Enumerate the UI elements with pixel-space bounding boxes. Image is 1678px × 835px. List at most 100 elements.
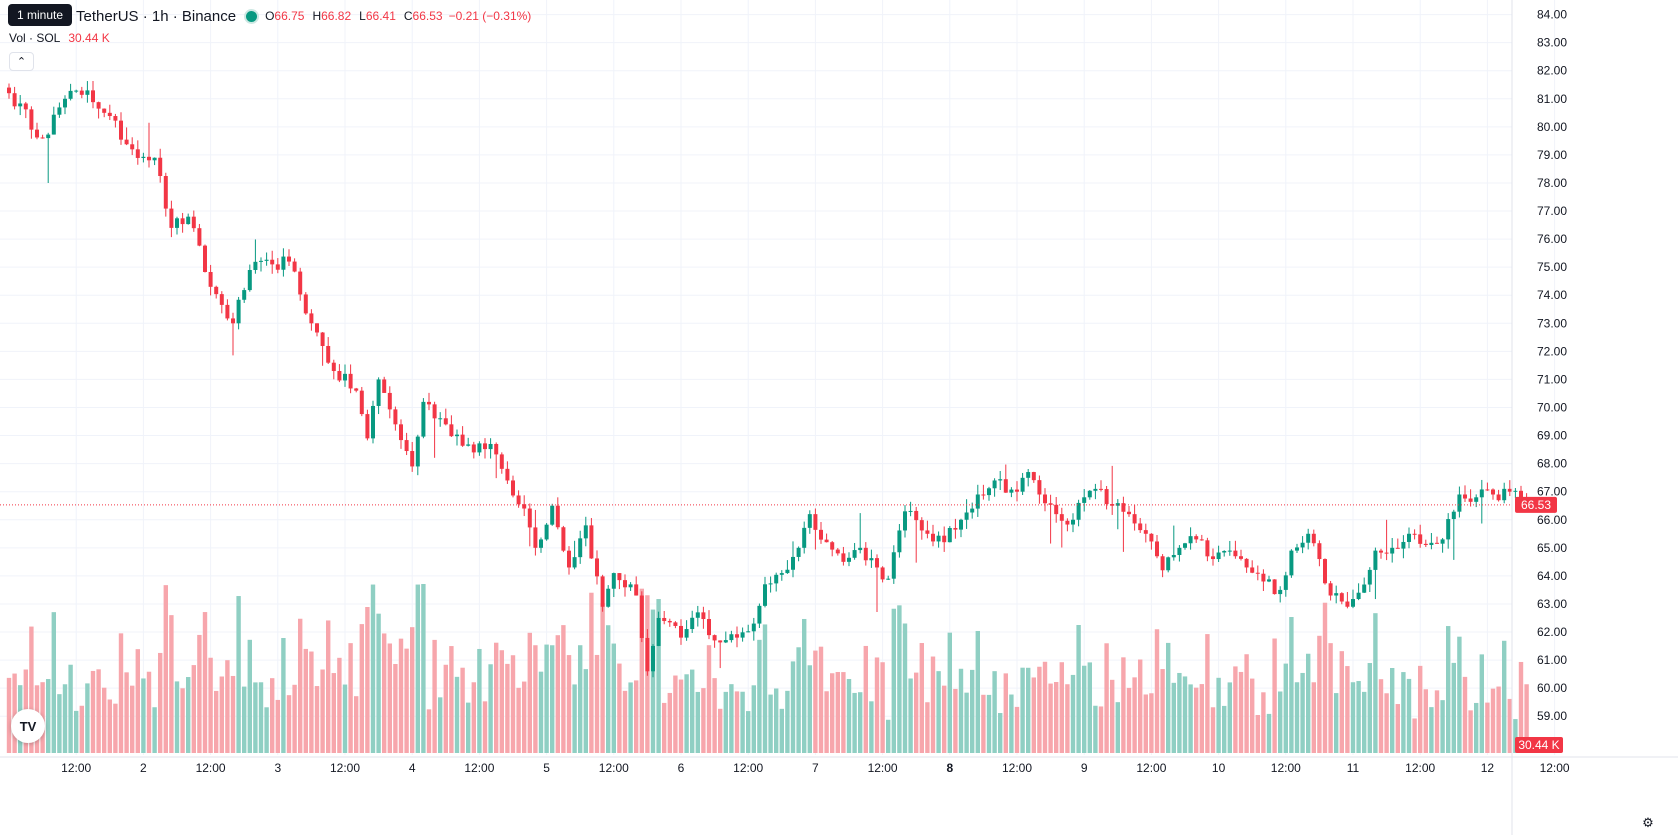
volume-bar xyxy=(852,692,857,753)
volume-bar xyxy=(1406,678,1412,753)
volume-bar xyxy=(589,592,594,753)
volume-bar xyxy=(68,664,73,753)
volume-bar xyxy=(348,643,353,753)
collapse-legend-button[interactable]: ⌃ xyxy=(9,52,34,71)
candle-body xyxy=(656,617,661,646)
candle-body xyxy=(1132,514,1137,524)
candle-body xyxy=(617,573,622,581)
time-tick-label: 4 xyxy=(409,761,416,775)
candle-body xyxy=(1205,540,1210,557)
price-tick-label: 84.00 xyxy=(1537,8,1567,22)
time-tick-label: 9 xyxy=(1081,761,1088,775)
candle-body xyxy=(740,632,745,638)
candle-body xyxy=(959,519,963,530)
candle-body xyxy=(376,379,381,406)
candle-body xyxy=(1233,550,1238,557)
price-axis[interactable]: 84.00 83.00 82.00 81.00 80.00 79.00 78.00 77.00… xyxy=(1511,0,1567,835)
volume-bar xyxy=(639,588,644,753)
volume-bar xyxy=(1485,702,1490,753)
candle-body xyxy=(751,623,756,632)
volume-bar xyxy=(410,627,415,753)
candle-body xyxy=(981,494,986,496)
volume-bar xyxy=(1222,705,1227,753)
candle-body xyxy=(511,480,515,496)
volume-bar xyxy=(482,701,488,753)
tradingview-logo-icon[interactable]: TV xyxy=(11,709,45,743)
candle-body xyxy=(1328,583,1333,596)
volume-bar xyxy=(415,584,420,753)
gear-icon[interactable]: ⚙ xyxy=(1642,815,1654,830)
volume-bar xyxy=(1205,634,1210,753)
candle-body xyxy=(1250,567,1255,573)
volume-bar xyxy=(460,667,465,753)
logo-text: TV xyxy=(19,718,37,734)
volume-bar xyxy=(1227,682,1232,753)
price-tick-label: 76.00 xyxy=(1537,232,1567,246)
volume-bar xyxy=(919,643,924,753)
volume-bar xyxy=(566,655,572,753)
volume-bar xyxy=(180,688,185,753)
candle-body xyxy=(337,371,342,381)
volume-bar xyxy=(135,649,140,753)
candle-body xyxy=(275,264,280,270)
volume-bar xyxy=(684,674,689,753)
candle-body xyxy=(415,436,420,467)
volume-bar xyxy=(925,702,930,753)
candle-body xyxy=(746,631,751,633)
candle-body xyxy=(124,139,129,145)
candle-body xyxy=(869,558,874,561)
candle-body xyxy=(567,550,571,568)
candle-body xyxy=(113,116,118,121)
candle-body xyxy=(679,625,683,638)
volume-bar xyxy=(202,612,208,753)
time-axis[interactable]: 12:00 2 12:00 3 12:00 4 12:00 5 12:00 6 12:00 7 12:0… xyxy=(0,756,1678,775)
candle-body xyxy=(841,553,846,562)
candle-body xyxy=(662,617,667,621)
candle-body xyxy=(208,272,213,287)
volume-bar xyxy=(1031,677,1036,753)
symbol-title[interactable]: TetherUS · 1h · Binance xyxy=(76,7,237,25)
volume-bar xyxy=(314,686,320,753)
volume-bar xyxy=(1121,657,1126,753)
volume-bar xyxy=(718,708,723,753)
candle-body xyxy=(555,505,560,528)
volume-bar xyxy=(1412,718,1417,753)
candle-body xyxy=(270,259,275,265)
volume-bar xyxy=(1429,707,1434,753)
candle-body xyxy=(1311,533,1316,544)
volume-label[interactable]: Vol · SOL xyxy=(9,31,61,45)
volume-bar xyxy=(970,669,975,753)
volume-bar xyxy=(897,605,902,753)
volume-bar xyxy=(583,669,588,753)
volume-bar xyxy=(236,596,241,753)
volume-bar xyxy=(1009,694,1014,753)
volume-bar xyxy=(1020,667,1025,753)
volume-bar xyxy=(712,678,717,753)
candle-body xyxy=(163,176,168,209)
volume-bar xyxy=(214,690,219,753)
candle-body xyxy=(1401,541,1406,549)
candle-body xyxy=(1143,530,1148,534)
volume-bar xyxy=(662,702,667,753)
time-tick-label: 12:00 xyxy=(1136,761,1166,775)
candle-body xyxy=(1407,533,1411,542)
volume-bar xyxy=(1149,693,1154,753)
volume-bar xyxy=(908,678,913,753)
candle-body xyxy=(1054,504,1059,515)
candle-body xyxy=(992,480,997,489)
candle-body xyxy=(1149,533,1154,542)
candle-body xyxy=(180,218,185,225)
market-status-icon[interactable] xyxy=(246,10,258,22)
volume-bar xyxy=(1328,643,1333,753)
volume-bar xyxy=(499,650,504,753)
volume-bar xyxy=(174,681,180,753)
volume-bar xyxy=(449,646,454,753)
candle-body xyxy=(1362,584,1367,593)
candle-body xyxy=(23,103,28,110)
candle-body xyxy=(63,98,67,108)
candle-body xyxy=(628,584,633,588)
candle-body xyxy=(891,552,896,579)
volume-bar xyxy=(1440,700,1445,753)
candle-body xyxy=(1390,547,1395,554)
